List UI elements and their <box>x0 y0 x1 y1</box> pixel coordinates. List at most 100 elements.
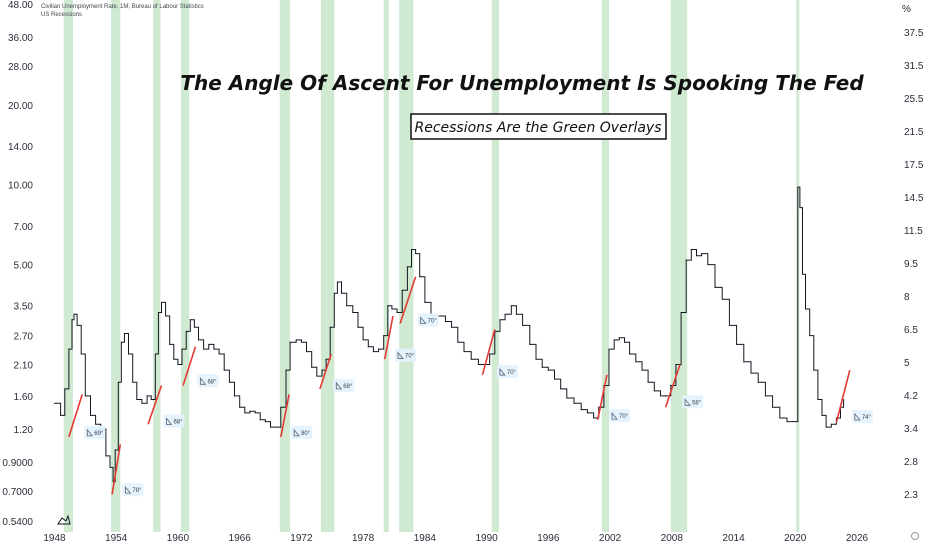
data-point-0-80 <box>415 253 417 255</box>
data-point-0-54 <box>289 341 291 343</box>
angle-label-5: 68° <box>333 378 355 392</box>
x-tick-label-6: 1984 <box>414 533 437 544</box>
x-tick-label-5: 1978 <box>352 533 375 544</box>
data-point-0-71 <box>372 351 374 353</box>
right-tick-label-14: 2.3 <box>904 490 918 501</box>
data-point-0-138 <box>764 395 766 397</box>
left-tick-label-0: 48.00 <box>8 0 33 11</box>
angle-value: 80° <box>301 431 311 437</box>
right-tick-label-0: 37.5 <box>904 28 924 39</box>
angle-icon <box>420 316 427 324</box>
legend-recession-label: US Recessions <box>41 12 82 18</box>
gear-icon[interactable] <box>911 532 919 540</box>
recession-band-0 <box>63 0 73 532</box>
data-point-0-49 <box>264 421 266 423</box>
recession-band-1 <box>111 0 121 532</box>
data-point-0-25 <box>154 353 156 355</box>
data-point-0-69 <box>362 339 364 341</box>
left-tick-label-11: 1.60 <box>14 392 34 403</box>
angle-value: 68° <box>174 419 184 425</box>
data-point-0-78 <box>406 266 408 268</box>
data-point-0-3 <box>68 348 70 350</box>
data-point-0-8 <box>84 395 86 397</box>
data-point-0-26 <box>157 311 159 313</box>
angle-value: 78° <box>132 488 142 494</box>
x-axis[interactable]: 1948 1954 1960 1966 1972 1978 1984 1990 1996 2002… <box>43 533 868 544</box>
data-point-0-120 <box>653 390 655 392</box>
data-point-0-124 <box>675 364 677 366</box>
angle-value: 70° <box>428 319 438 325</box>
data-point-0-151 <box>821 414 823 416</box>
right-tick-label-7: 9.5 <box>904 259 918 270</box>
data-point-0-1 <box>60 414 62 416</box>
data-point-0-75 <box>391 308 393 310</box>
left-tick-label-13: 0.9000 <box>2 458 33 469</box>
recession-band-7 <box>399 0 414 532</box>
data-point-0-105 <box>566 397 568 399</box>
data-point-0-100 <box>535 358 537 360</box>
angle-line-9 <box>596 374 608 420</box>
data-point-0-10 <box>95 423 97 425</box>
angle-value: 74° <box>862 415 872 421</box>
right-tick-label-4: 17.5 <box>904 160 924 171</box>
data-point-0-146 <box>801 273 803 275</box>
data-point-0-108 <box>586 412 588 414</box>
data-point-0-99 <box>529 343 531 345</box>
data-point-0-148 <box>809 335 811 337</box>
recession-band-8 <box>491 0 499 532</box>
data-point-0-113 <box>613 339 615 341</box>
data-point-0-24 <box>150 399 152 401</box>
x-tick-label-1: 1954 <box>105 533 128 544</box>
left-tick-label-2: 28.00 <box>8 62 33 73</box>
data-point-0-110 <box>598 406 600 408</box>
legend-series-label: Civilian Unemployment Rate, 1M, Bureau o… <box>41 4 204 10</box>
data-point-0-23 <box>146 395 148 397</box>
data-point-0-133 <box>728 324 730 326</box>
recession-band-5 <box>320 0 335 532</box>
angle-line-4 <box>280 394 290 438</box>
angle-icon <box>335 381 343 390</box>
data-point-0-61 <box>325 358 327 360</box>
left-tick-label-5: 10.00 <box>8 181 33 192</box>
data-point-0-63 <box>333 292 335 294</box>
data-point-0-57 <box>306 351 308 353</box>
data-point-0-18 <box>123 332 125 334</box>
left-y-axis[interactable]: 48.00 36.00 28.00 20.00 14.00 10.00 7.00 5.00 3.… <box>2 0 33 528</box>
data-point-0-20 <box>132 381 134 383</box>
recession-band-3 <box>181 0 190 532</box>
data-point-0-47 <box>254 412 256 414</box>
data-point-0-56 <box>300 341 302 343</box>
data-point-0-82 <box>424 301 426 303</box>
data-point-0-101 <box>541 366 543 368</box>
data-point-0-55 <box>295 339 297 341</box>
data-point-0-97 <box>515 313 517 315</box>
data-point-0-59 <box>316 375 318 377</box>
angle-icon <box>397 351 404 359</box>
data-point-0-86 <box>451 326 453 328</box>
data-point-0-70 <box>367 346 369 348</box>
data-point-0-115 <box>623 341 625 343</box>
data-point-0-140 <box>779 417 781 419</box>
data-point-0-118 <box>641 369 643 371</box>
angle-icon <box>611 412 618 420</box>
angle-value: 70° <box>405 354 415 360</box>
data-point-0-85 <box>444 321 446 323</box>
angle-label-9: 70° <box>609 409 631 423</box>
data-point-0-62 <box>329 326 331 328</box>
right-tick-label-5: 14.5 <box>904 193 924 204</box>
data-point-0-35 <box>193 326 195 328</box>
data-point-0-12 <box>105 455 107 457</box>
x-tick-label-12: 2020 <box>784 533 807 544</box>
right-tick-label-12: 3.4 <box>904 424 918 435</box>
angle-label-4: 80° <box>291 425 313 439</box>
angle-line-0 <box>68 394 84 438</box>
angle-value: 70° <box>619 414 629 420</box>
data-point-0-144 <box>797 186 799 188</box>
angle-line-1 <box>111 444 122 495</box>
angle-value: 68° <box>343 384 353 390</box>
x-tick-label-11: 2014 <box>722 533 745 544</box>
data-point-0-153 <box>830 423 832 425</box>
right-y-axis[interactable]: % 37.5 31.5 25.5 21.5 17.5 14.5 11.5 9.5 8 6.5 5 4.… <box>902 4 924 501</box>
data-point-0-67 <box>352 311 354 313</box>
data-point-0-52 <box>280 406 282 408</box>
